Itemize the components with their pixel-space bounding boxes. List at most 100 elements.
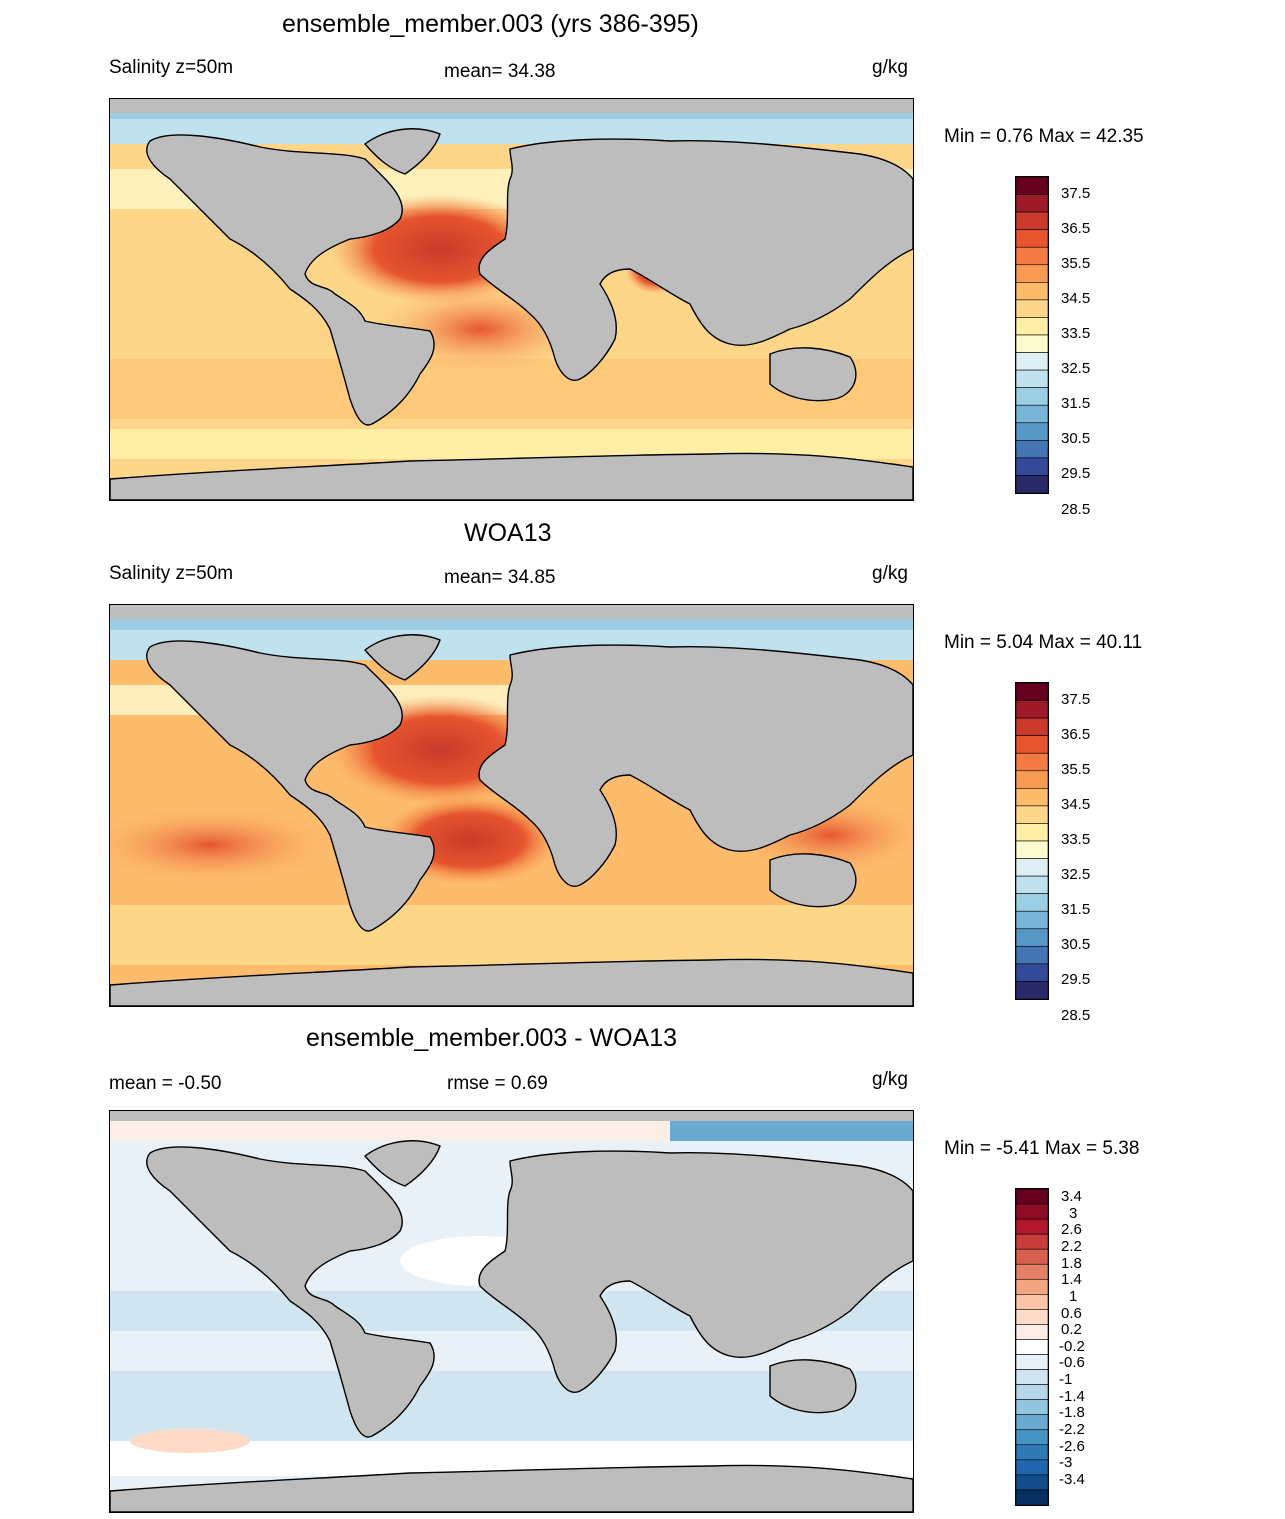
colorbar-swatch (1016, 352, 1048, 371)
colorbar-swatch (1016, 229, 1048, 248)
panel-3-units-label: g/kg (872, 1069, 908, 1090)
colorbar-tick-label: 36.5 (1061, 219, 1091, 237)
colorbar-swatch (1016, 1189, 1048, 1205)
colorbar-tick-label: 1 (1069, 1287, 1078, 1305)
panel-2-colorbar (1015, 682, 1049, 1000)
colorbar-tick-label: 3.4 (1061, 1188, 1082, 1206)
colorbar-tick-label: 36.5 (1061, 725, 1091, 743)
colorbar-tick-label: -2.2 (1059, 1420, 1085, 1438)
panel-1-min-max: Min = 0.76 Max = 42.35 (944, 126, 1144, 147)
colorbar-swatch (1016, 404, 1048, 424)
colorbar-swatch (1016, 1444, 1048, 1461)
panel-3-rmse-label: rmse = 0.69 (447, 1073, 548, 1094)
colorbar-swatch (1016, 910, 1048, 930)
colorbar-swatch (1016, 1294, 1048, 1310)
colorbar-swatch (1016, 1218, 1048, 1235)
colorbar-swatch (1016, 334, 1048, 353)
colorbar-swatch (1016, 1263, 1048, 1280)
colorbar-tick-label: 29.5 (1061, 465, 1091, 483)
colorbar-svg (1016, 177, 1048, 493)
colorbar-swatch (1016, 963, 1048, 982)
panel-2-salinity-map (109, 604, 914, 1007)
panel-3-min-max: Min = -5.41 Max = 5.38 (944, 1138, 1140, 1159)
panel-3-title: ensemble_member.003 - WOA13 (306, 1024, 678, 1052)
colorbar-swatch (1016, 422, 1048, 441)
colorbar-swatch (1016, 299, 1048, 318)
panel-1-map-svg (110, 99, 913, 500)
colorbar-swatch (1016, 875, 1048, 894)
colorbar-swatch (1016, 717, 1048, 736)
panel-1-units-label: g/kg (872, 57, 908, 78)
colorbar-tick-label: 1.4 (1061, 1271, 1082, 1289)
colorbar-tick-label: 29.5 (1061, 971, 1091, 989)
colorbar-tick-label: 34.5 (1061, 289, 1091, 307)
colorbar-swatch (1016, 823, 1048, 842)
colorbar-swatch (1016, 1324, 1048, 1340)
colorbar-swatch (1016, 282, 1048, 301)
colorbar-tick-label: 0.6 (1061, 1304, 1082, 1322)
colorbar-tick-label: 28.5 (1061, 500, 1091, 518)
colorbar-swatch (1016, 683, 1048, 701)
colorbar-tick-label: 33.5 (1061, 325, 1091, 342)
colorbar-swatch (1016, 1399, 1048, 1416)
colorbar-swatch (1016, 317, 1048, 336)
colorbar-svg (1016, 1189, 1048, 1505)
colorbar-tick-label: -1.8 (1059, 1404, 1085, 1422)
panel-1-title: ensemble_member.003 (yrs 386-395) (282, 10, 699, 38)
colorbar-tick-label: 35.5 (1061, 760, 1091, 778)
panel-2-mean-label: mean= 34.85 (444, 567, 556, 588)
colorbar-tick-label: 34.5 (1061, 795, 1091, 813)
colorbar-swatch (1016, 893, 1048, 912)
colorbar-tick-label: 32.5 (1061, 360, 1091, 378)
colorbar-swatch (1016, 928, 1048, 947)
colorbar-tick-label: 2.2 (1061, 1238, 1082, 1256)
colorbar-tick-label: -3 (1059, 1454, 1073, 1472)
colorbar-swatch (1016, 840, 1048, 859)
colorbar-tick-label: 31.5 (1061, 395, 1091, 413)
colorbar-swatch (1016, 1203, 1048, 1220)
colorbar-tick-label: -0.6 (1059, 1354, 1085, 1372)
panel-1-mean-label: mean= 34.38 (444, 61, 556, 82)
panel-1-salinity-map (109, 98, 914, 501)
panel-1-colorbar (1015, 176, 1049, 494)
colorbar-swatch (1016, 788, 1048, 807)
colorbar-tick-label: 0.2 (1061, 1321, 1082, 1339)
colorbar-swatch (1016, 700, 1048, 719)
colorbar-swatch (1016, 246, 1048, 266)
colorbar-tick-label: -0.2 (1059, 1337, 1085, 1355)
panel-3-mean-label: mean = -0.50 (109, 1073, 222, 1094)
colorbar-swatch (1016, 1369, 1048, 1385)
colorbar-swatch (1016, 1489, 1048, 1505)
colorbar-svg (1016, 683, 1048, 999)
colorbar-swatch (1016, 1354, 1048, 1370)
panel-2-units-label: g/kg (872, 563, 908, 584)
colorbar-swatch (1016, 457, 1048, 476)
panel-3-colorbar (1015, 1188, 1049, 1506)
colorbar-swatch (1016, 194, 1048, 213)
panel-2-variable-label: Salinity z=50m (109, 563, 234, 584)
colorbar-swatch (1016, 735, 1048, 754)
colorbar-swatch (1016, 1278, 1048, 1295)
colorbar-swatch (1016, 177, 1048, 195)
colorbar-swatch (1016, 1233, 1048, 1250)
colorbar-swatch (1016, 1414, 1048, 1431)
panel-2-min-max: Min = 5.04 Max = 40.11 (944, 632, 1143, 653)
colorbar-swatch (1016, 1339, 1048, 1355)
colorbar-swatch (1016, 981, 1048, 999)
colorbar-tick-label: -2.6 (1059, 1437, 1085, 1455)
colorbar-tick-label: 37.5 (1061, 690, 1091, 708)
colorbar-swatch (1016, 1429, 1048, 1446)
colorbar-tick-label: 32.5 (1061, 866, 1091, 884)
panel-3-map-svg (110, 1111, 913, 1512)
panel-1-variable-label: Salinity z=50m (109, 57, 234, 78)
colorbar-swatch (1016, 440, 1048, 459)
colorbar-tick-label: 2.6 (1061, 1221, 1082, 1239)
colorbar-swatch (1016, 946, 1048, 965)
colorbar-tick-label: -1 (1059, 1371, 1073, 1389)
panel-3-difference-map (109, 1110, 914, 1513)
colorbar-swatch (1016, 805, 1048, 824)
colorbar-tick-label: -1.4 (1059, 1387, 1085, 1405)
colorbar-swatch (1016, 369, 1048, 388)
colorbar-tick-label: -3.4 (1059, 1470, 1085, 1488)
colorbar-tick-label: 33.5 (1061, 831, 1091, 848)
